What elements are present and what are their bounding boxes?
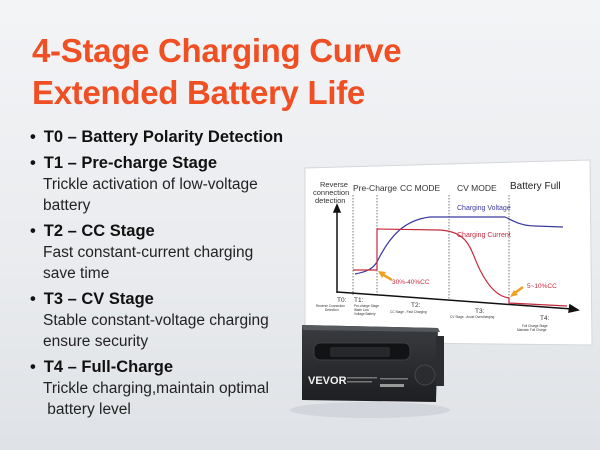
t-desc: Reverse Connection <box>316 304 345 308</box>
stage-description: Trickle activation of low-voltage <box>43 176 258 193</box>
phase-label: connection <box>313 188 349 197</box>
stage-heading: T1 – Pre-charge Stage <box>30 152 320 174</box>
stage-item-t3: T3 – CV Stage Stable constant-voltage ch… <box>30 288 320 352</box>
stage-description: Trickle charging,maintain optimal <box>43 380 269 397</box>
stage-list: T0 – Battery Polarity Detection T1 – Pre… <box>30 126 320 424</box>
phase-label: Pre-Charge <box>353 183 397 193</box>
current-curve <box>353 228 568 307</box>
t-desc: Full Charge Stage <box>522 324 548 328</box>
stage-description: battery level <box>43 401 131 418</box>
stage-item-t2: T2 – CC Stage Fast constant-current char… <box>30 220 320 284</box>
t-desc: Pre-charge Stage <box>354 304 379 308</box>
diagram-panel <box>304 159 593 346</box>
arrow-icon <box>378 271 386 278</box>
t-label: T4: <box>540 315 550 322</box>
stage-heading: T0 – Battery Polarity Detection <box>30 126 320 148</box>
t-label: T3: <box>475 308 485 315</box>
t-desc: CC Stage - Fast Charging <box>390 310 427 314</box>
t-label: T0: <box>337 297 347 304</box>
stage-item-t0: T0 – Battery Polarity Detection <box>30 126 320 148</box>
charger-product-image: VEVOR <box>290 325 450 418</box>
brand-logo: VEVOR <box>308 375 347 387</box>
phase-label: detection <box>315 196 345 205</box>
precharge-note: 30%-40%CC <box>392 279 430 286</box>
phase-label: Battery Full <box>510 181 561 192</box>
phase-label: CV MODE <box>457 183 497 193</box>
stage-description: battery <box>43 197 91 214</box>
phase-label: CC MODE <box>400 183 440 193</box>
stage-description: ensure security <box>43 333 149 350</box>
stage-heading: T2 – CC Stage <box>30 220 320 242</box>
arrow-icon <box>510 290 518 297</box>
t-label: T1: <box>354 297 364 304</box>
stage-item-t4: T4 – Full-Charge Trickle charging,mainta… <box>30 356 320 420</box>
stage-description: Stable constant-voltage charging <box>43 312 269 329</box>
stage-description: Fast constant-current charging <box>43 244 254 261</box>
stage-heading: T4 – Full-Charge <box>30 356 320 378</box>
t-label: T2: <box>411 302 421 309</box>
t-desc: Detection <box>325 308 339 312</box>
axes <box>332 203 580 313</box>
stage-item-t1: T1 – Pre-charge Stage Trickle activation… <box>30 152 320 216</box>
headline-line-1: 4-Stage Charging Curve <box>32 32 402 69</box>
phase-dividers <box>352 195 510 303</box>
voltage-label: Charging Voltage <box>457 205 511 212</box>
t-desc: CV Stage - Avoid Overcharging <box>450 315 494 319</box>
phase-label: Reverse <box>320 180 348 189</box>
headline: 4-Stage Charging Curve Extended Battery … <box>32 30 402 114</box>
t-desc: Maintain Full Charge <box>517 328 547 332</box>
stage-description: save time <box>43 265 110 282</box>
full-note: 5~10%CC <box>527 283 557 290</box>
t-desc: Voltage Battery <box>354 312 376 316</box>
current-label: Charging Current <box>457 232 511 239</box>
stage-heading: T3 – CV Stage <box>30 288 320 310</box>
headline-line-2: Extended Battery Life <box>32 74 365 111</box>
t-desc: Wake Low <box>354 308 369 312</box>
